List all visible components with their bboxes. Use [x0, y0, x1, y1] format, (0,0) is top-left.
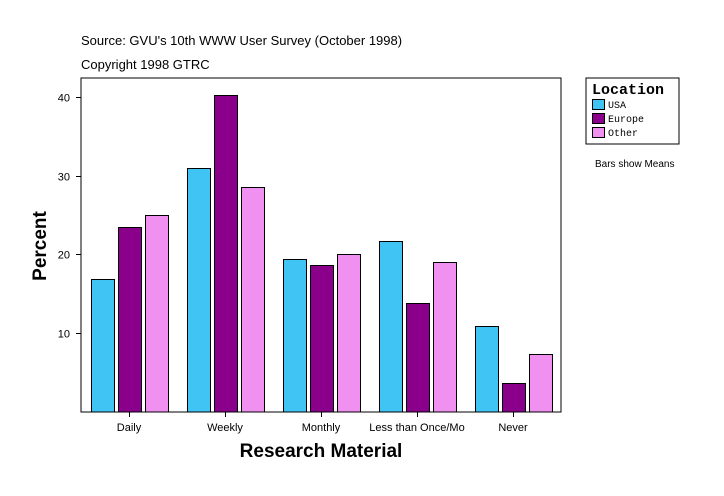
- x-tick-label: Monthly: [302, 422, 341, 434]
- bar-europe-2: [310, 265, 334, 413]
- legend: Location USA Europe Other: [585, 77, 680, 145]
- chart-copyright: Copyright 1998 GTRC: [81, 57, 210, 72]
- legend-label-usa: USA: [608, 101, 626, 112]
- x-tick-label: Weekly: [207, 422, 243, 434]
- legend-label-other: Other: [608, 128, 638, 140]
- bar-usa-0: [91, 279, 115, 413]
- y-tick-label: 30: [58, 172, 70, 184]
- bar-other-3: [433, 262, 457, 413]
- y-tick-label: 40: [58, 93, 70, 105]
- bars-note: Bars show Means: [595, 159, 674, 170]
- bar-usa-4: [475, 326, 499, 413]
- bar-other-0: [145, 215, 169, 413]
- bars: [91, 95, 553, 413]
- x-axis-title: Research Material: [240, 441, 403, 462]
- bar-other-2: [337, 254, 361, 413]
- legend-swatch-europe: [592, 113, 605, 124]
- x-tick-label: Never: [498, 422, 528, 434]
- legend-swatch-usa: [592, 99, 605, 110]
- y-axis: 10 20 30 40: [58, 93, 81, 341]
- bar-europe-0: [118, 227, 142, 413]
- y-tick-label: 10: [58, 329, 70, 341]
- x-tick-label: Less than Once/Mo: [369, 422, 464, 434]
- y-tick-label: 20: [58, 250, 70, 262]
- bar-europe-1: [214, 95, 238, 413]
- legend-label-europe: Europe: [608, 115, 644, 126]
- x-axis: Daily Weekly Monthly Less than Once/Mo Never: [117, 412, 528, 434]
- bar-usa-1: [187, 168, 211, 413]
- legend-swatch-other: [592, 127, 605, 138]
- legend-items: USA Europe Other: [592, 99, 644, 140]
- chart-source: Source: GVU's 10th WWW User Survey (Octo…: [81, 33, 402, 48]
- bar-usa-2: [283, 259, 307, 413]
- bar-europe-4: [502, 383, 526, 413]
- bar-usa-3: [379, 241, 403, 413]
- x-tick-label: Daily: [117, 422, 142, 434]
- y-axis-title: Percent: [30, 210, 51, 280]
- bar-europe-3: [406, 303, 430, 413]
- legend-title: Location: [592, 82, 664, 99]
- bar-other-4: [529, 354, 553, 413]
- bar-other-1: [241, 187, 265, 413]
